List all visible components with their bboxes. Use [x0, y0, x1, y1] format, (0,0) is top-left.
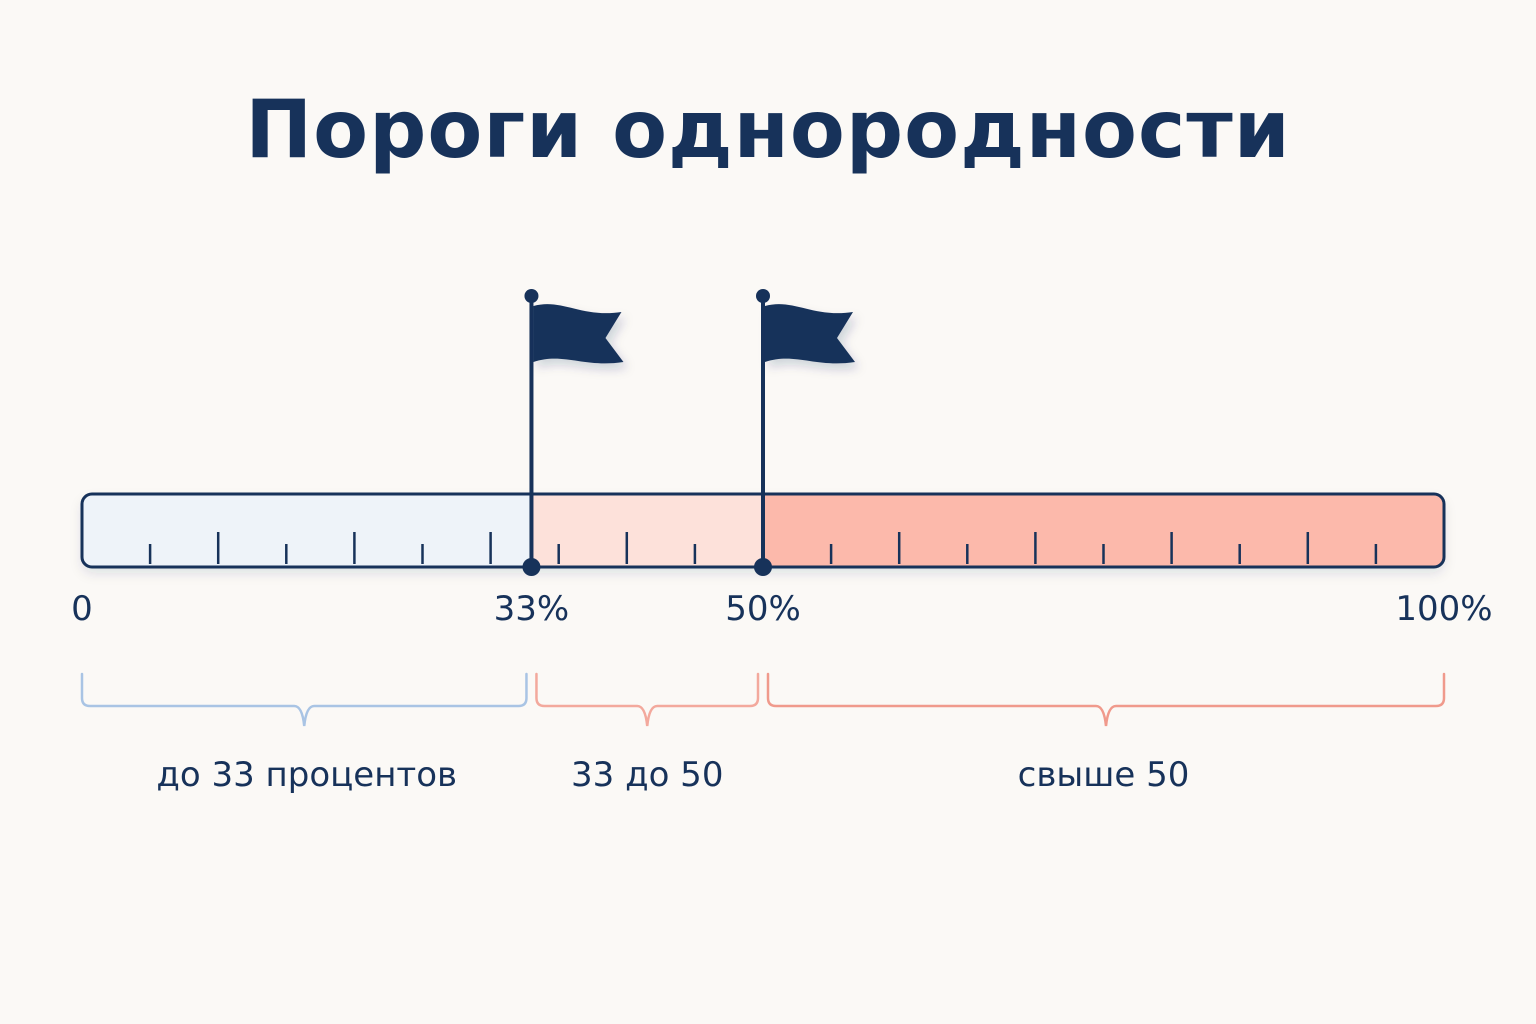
tick-label-50: 50% — [725, 589, 801, 629]
flag-icon — [533, 304, 624, 364]
flag-pole-top — [756, 289, 770, 303]
threshold-dot — [522, 558, 541, 576]
threshold-dot — [754, 558, 772, 576]
range-brace-0 — [80, 672, 528, 727]
range-brace-2 — [766, 672, 1446, 727]
bar-segment-1 — [531, 494, 763, 567]
range-braces — [80, 672, 1446, 727]
range-label-0: до 33 процентов — [156, 755, 458, 795]
bar-segment-0 — [82, 494, 532, 567]
threshold-marker-0 — [522, 289, 624, 576]
flag-icon — [765, 304, 855, 364]
range-label-2: свыше 50 — [1017, 755, 1190, 795]
tick-label-33: 33% — [493, 589, 570, 629]
tick-label-0: 0 — [71, 589, 93, 629]
range-label-1: 33 до 50 — [570, 755, 724, 795]
threshold-marker-1 — [754, 289, 855, 576]
tick-label-100: 100% — [1395, 589, 1493, 629]
threshold-flags — [522, 289, 855, 576]
range-brace-1 — [535, 672, 760, 727]
diagram-title: Пороги однородности — [245, 83, 1291, 176]
flag-pole-top — [524, 289, 539, 303]
